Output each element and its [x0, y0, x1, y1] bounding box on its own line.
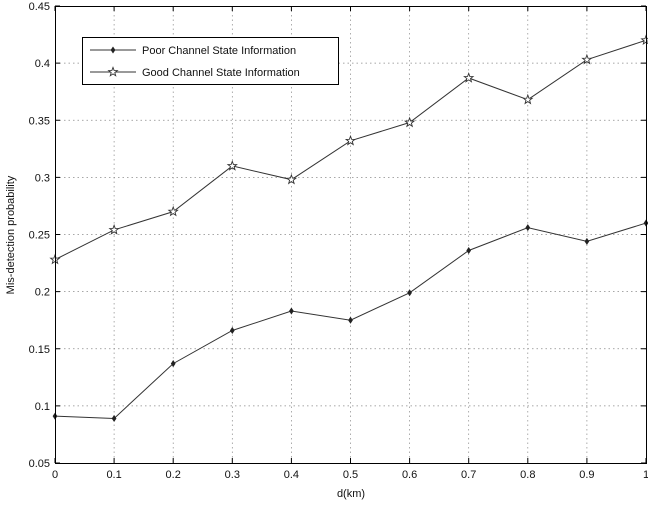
y-tick-label: 0.1 [35, 401, 50, 413]
data-point [348, 316, 353, 324]
legend-label-poor: Poor Channel State Information [142, 45, 296, 57]
legend-box [82, 37, 339, 85]
x-tick-label: 0.2 [166, 469, 181, 481]
y-tick-label: 0.2 [35, 287, 50, 299]
x-tick-label: 0.3 [225, 469, 240, 481]
legend-marker-good [107, 66, 119, 77]
y-tick-label: 0.25 [29, 230, 50, 242]
y-tick-label: 0.35 [29, 115, 50, 127]
data-point [463, 72, 475, 83]
data-point [407, 289, 412, 297]
legend-marker-star [107, 66, 119, 77]
y-tick-label: 0.3 [35, 172, 50, 184]
data-point [229, 326, 235, 335]
data-point [403, 116, 416, 128]
data-point [640, 34, 648, 46]
tick-layer: 0 0.1 0.2 0.3 0.4 0.5 0.6 0.7 0.8 0.9 1 0.05 0.1 0.15… [29, 1, 648, 481]
y-tick-label: 0.15 [29, 344, 50, 356]
data-point [344, 134, 357, 146]
y-tick-label: 0.4 [35, 58, 50, 70]
x-tick-label: 0.1 [106, 469, 121, 481]
data-point [581, 53, 593, 65]
x-tick-label: 0.5 [343, 469, 358, 481]
legend: Poor Channel State Information Good Chan… [82, 37, 339, 85]
data-point [226, 160, 238, 171]
x-tick-label: 0.8 [520, 469, 535, 481]
data-point [522, 93, 534, 105]
data-point [108, 224, 120, 235]
x-tick-label: 1 [643, 469, 648, 481]
series-good-csi [49, 34, 648, 265]
legend-label-good: Good Channel State Information [142, 67, 300, 79]
data-point [167, 205, 179, 217]
data-point [111, 414, 117, 422]
data-point [525, 224, 531, 232]
data-point [584, 237, 590, 245]
x-tick-label: 0 [52, 469, 58, 481]
data-point [285, 173, 298, 185]
x-tick-label: 0.7 [461, 469, 476, 481]
legend-marker-diamond [110, 46, 116, 54]
y-axis-label: Mis-detection probability [5, 175, 17, 294]
data-point [466, 246, 472, 255]
series-layer [49, 34, 648, 422]
data-point [289, 307, 294, 315]
legend-marker-poor [110, 46, 116, 54]
x-axis-label: d(km) [337, 488, 365, 500]
y-tick-label: 0.45 [29, 1, 50, 13]
x-tick-label: 0.9 [579, 469, 594, 481]
x-tick-label: 0.6 [402, 469, 417, 481]
y-tick-label: 0.05 [29, 458, 50, 470]
x-tick-label: 0.4 [284, 469, 299, 481]
data-point [170, 360, 176, 368]
